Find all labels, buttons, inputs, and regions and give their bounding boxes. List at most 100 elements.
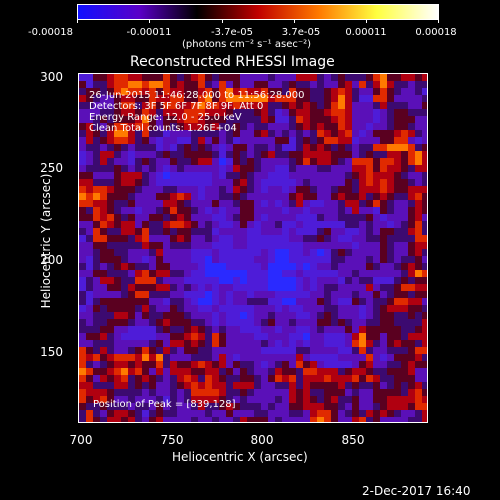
heatmap-pixel — [317, 207, 324, 214]
colorbar-tick-label: 0.00011 — [345, 27, 387, 38]
heatmap-pixel — [205, 305, 212, 312]
heatmap-pixel — [282, 249, 289, 256]
heatmap-pixel — [373, 81, 380, 88]
heatmap-pixel — [394, 298, 401, 305]
heatmap-pixel — [303, 347, 310, 354]
heatmap-pixel — [282, 214, 289, 221]
heatmap-pixel — [233, 81, 240, 88]
heatmap-pixel — [366, 319, 373, 326]
heatmap-pixel — [156, 347, 163, 354]
heatmap-pixel — [121, 368, 128, 375]
heatmap-pixel — [275, 319, 282, 326]
heatmap-pixel — [128, 333, 135, 340]
heatmap-pixel — [324, 200, 331, 207]
heatmap-pixel — [79, 410, 86, 417]
heatmap-pixel — [247, 214, 254, 221]
heatmap-pixel — [338, 333, 345, 340]
heatmap-pixel — [254, 186, 261, 193]
heatmap-pixel — [205, 186, 212, 193]
heatmap-pixel — [394, 396, 401, 403]
heatmap-pixel — [338, 130, 345, 137]
heatmap-pixel — [128, 256, 135, 263]
heatmap-pixel — [345, 172, 352, 179]
heatmap-pixel — [170, 354, 177, 361]
heatmap-pixel — [107, 81, 114, 88]
heatmap-pixel — [107, 396, 114, 403]
heatmap-pixel — [338, 186, 345, 193]
heatmap-pixel — [422, 74, 427, 81]
heatmap-pixel — [303, 417, 310, 422]
heatmap-pixel — [219, 333, 226, 340]
heatmap-pixel — [79, 354, 86, 361]
heatmap-pixel — [261, 95, 268, 102]
heatmap-pixel — [387, 410, 394, 417]
heatmap-pixel — [142, 319, 149, 326]
heatmap-pixel — [282, 277, 289, 284]
heatmap-pixel — [359, 403, 366, 410]
heatmap-pixel — [359, 263, 366, 270]
heatmap-pixel — [114, 403, 121, 410]
heatmap-pixel — [205, 256, 212, 263]
heatmap-pixel — [191, 312, 198, 319]
heatmap-pixel — [177, 375, 184, 382]
heatmap-pixel — [387, 137, 394, 144]
heatmap-pixel — [352, 263, 359, 270]
heatmap-pixel — [240, 410, 247, 417]
heatmap-pixel — [401, 109, 408, 116]
heatmap-pixel — [93, 305, 100, 312]
heatmap-pixel — [114, 95, 121, 102]
heatmap-pixel — [415, 151, 422, 158]
y-tick-label: 200 — [40, 253, 63, 267]
heatmap-pixel — [191, 158, 198, 165]
heatmap-pixel — [100, 347, 107, 354]
heatmap-pixel — [401, 95, 408, 102]
heatmap-pixel — [310, 249, 317, 256]
heatmap-pixel — [401, 354, 408, 361]
heatmap-pixel — [387, 270, 394, 277]
heatmap-pixel — [401, 144, 408, 151]
heatmap-pixel — [184, 347, 191, 354]
heatmap-pixel — [303, 249, 310, 256]
heatmap-pixel — [212, 172, 219, 179]
heatmap-pixel — [275, 200, 282, 207]
heatmap-pixel — [163, 95, 170, 102]
heatmap-pixel — [240, 144, 247, 151]
heatmap-pixel — [149, 81, 156, 88]
heatmap-pixel — [394, 305, 401, 312]
heatmap-pixel — [331, 396, 338, 403]
heatmap-pixel — [79, 130, 86, 137]
heatmap-pixel — [170, 417, 177, 422]
heatmap-pixel — [86, 88, 93, 95]
heatmap-pixel — [317, 123, 324, 130]
heatmap-pixel — [275, 375, 282, 382]
heatmap-pixel — [121, 319, 128, 326]
heatmap-pixel — [149, 326, 156, 333]
colorbar-tick-mark — [149, 19, 150, 23]
heatmap-pixel — [317, 165, 324, 172]
heatmap-pixel — [247, 102, 254, 109]
heatmap-pixel — [198, 228, 205, 235]
heatmap-pixel — [394, 333, 401, 340]
heatmap-pixel — [212, 130, 219, 137]
heatmap-pixel — [170, 256, 177, 263]
heatmap-pixel — [359, 417, 366, 422]
heatmap-pixel — [184, 172, 191, 179]
heatmap-pixel — [261, 291, 268, 298]
heatmap-pixel — [100, 333, 107, 340]
heatmap-pixel — [233, 172, 240, 179]
heatmap-pixel — [93, 130, 100, 137]
heatmap-pixel — [128, 130, 135, 137]
heatmap-pixel — [331, 389, 338, 396]
heatmap-pixel — [345, 291, 352, 298]
heatmap-pixel — [226, 263, 233, 270]
heatmap-pixel — [86, 144, 93, 151]
heatmap-pixel — [415, 298, 422, 305]
heatmap-pixel — [170, 221, 177, 228]
heatmap-pixel — [359, 361, 366, 368]
heatmap-pixel — [184, 214, 191, 221]
heatmap-pixel — [184, 144, 191, 151]
heatmap-pixel — [233, 291, 240, 298]
heatmap-pixel — [282, 95, 289, 102]
heatmap-pixel — [86, 312, 93, 319]
heatmap-pixel — [345, 361, 352, 368]
